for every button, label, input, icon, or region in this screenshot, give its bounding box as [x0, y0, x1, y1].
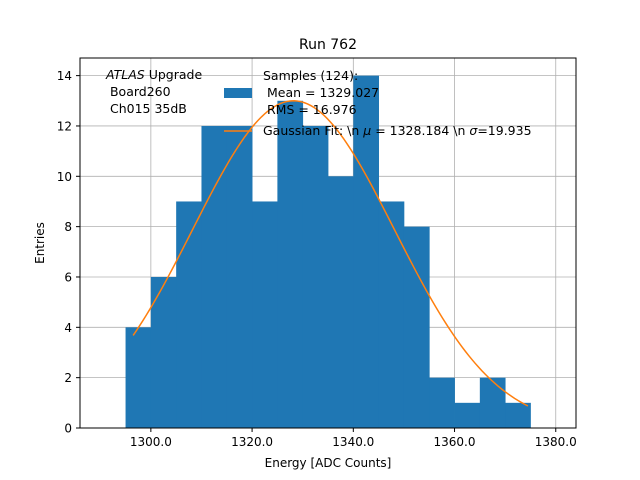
chart-title: Run 762	[299, 37, 357, 53]
legend-fit-prefix: Gaussian Fit: \n	[263, 123, 363, 138]
histogram-bar	[353, 75, 380, 428]
legend-fit-mu-symbol: μ	[362, 123, 371, 138]
y-tick-label: 4	[64, 321, 72, 335]
y-axis-ticks: 0 2 4 6 8 10 12 14	[57, 69, 80, 436]
histogram-bar	[125, 327, 152, 428]
y-tick-label: 14	[57, 69, 72, 83]
atlas-annotation: ATLAS Upgrade Board260 Ch015 35dB	[105, 67, 202, 116]
x-axis-ticks: 1300.0 1320.0 1340.0 1360.0 1380.0	[130, 428, 577, 449]
legend-fit-mu-value: = 1328.184 \n	[371, 123, 469, 138]
histogram-bars	[125, 75, 531, 429]
legend-fit-label: Gaussian Fit: \n μ = 1328.184 \n σ=19.93…	[263, 123, 532, 138]
x-tick-label: 1380.0	[535, 435, 577, 449]
x-tick-label: 1340.0	[332, 435, 374, 449]
upgrade-label: Upgrade	[145, 67, 203, 82]
x-tick-label: 1360.0	[434, 435, 476, 449]
y-tick-label: 12	[57, 119, 72, 133]
histogram-bar	[252, 201, 278, 428]
legend: Samples (124): Mean = 1329.027 RMS = 16.…	[224, 68, 532, 138]
histogram-bar	[403, 226, 430, 428]
histogram-bar	[176, 201, 202, 428]
y-tick-label: 6	[64, 270, 72, 284]
histogram-bar	[328, 176, 354, 428]
x-axis-label: Energy [ADC Counts]	[265, 456, 392, 470]
histogram-bar	[277, 100, 304, 428]
legend-samples-mean: Mean = 1329.027	[263, 85, 379, 100]
gaussian-fit-curve	[132, 100, 529, 407]
histogram-bar	[479, 377, 506, 428]
x-tick-label: 1300.0	[130, 435, 172, 449]
plot-frame	[79, 57, 577, 429]
board-label: Board260	[106, 84, 171, 99]
legend-fit-sigma-symbol: σ	[469, 123, 478, 138]
histogram-bar	[505, 402, 531, 428]
atlas-annotation-line1: ATLAS Upgrade	[105, 67, 202, 82]
histogram-bar	[201, 125, 228, 429]
legend-samples-line1: Samples (124):	[263, 68, 358, 83]
atlas-label: ATLAS	[105, 67, 145, 82]
x-tick-label: 1320.0	[231, 435, 273, 449]
y-axis-label: Entries	[33, 222, 47, 264]
histogram-bar	[454, 402, 481, 428]
y-tick-label: 0	[64, 422, 72, 436]
histogram-bar	[378, 201, 405, 428]
legend-patch-samples	[224, 88, 252, 98]
y-tick-label: 8	[64, 220, 72, 234]
y-tick-label: 2	[64, 371, 72, 385]
legend-samples-rms: RMS = 16.976	[263, 102, 357, 117]
legend-fit-sigma-value: =19.935	[477, 123, 531, 138]
histogram-bar	[226, 125, 253, 429]
y-tick-label: 10	[57, 170, 72, 184]
channel-label: Ch015 35dB	[106, 101, 187, 116]
histogram-bar	[150, 276, 177, 428]
gaussian-fit	[132, 100, 529, 407]
histogram-bar	[429, 377, 455, 428]
histogram-bar	[302, 125, 329, 429]
